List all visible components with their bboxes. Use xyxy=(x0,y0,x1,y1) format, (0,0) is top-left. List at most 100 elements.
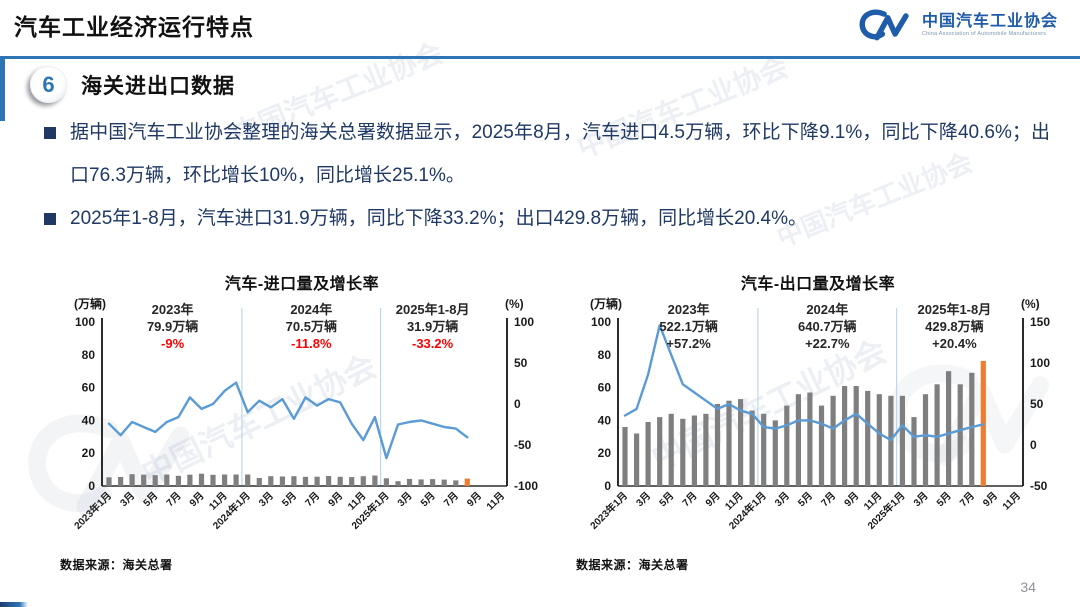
svg-text:3月: 3月 xyxy=(395,490,414,509)
svg-text:40: 40 xyxy=(82,413,96,427)
svg-text:7月: 7月 xyxy=(441,490,460,509)
svg-text:5月: 5月 xyxy=(657,490,676,509)
svg-text:9月: 9月 xyxy=(842,490,861,509)
svg-text:5月: 5月 xyxy=(796,490,815,509)
caam-logo: 中国汽车工业协会 China Association of Automobile… xyxy=(857,6,1058,44)
svg-text:60: 60 xyxy=(82,381,96,395)
svg-text:70.5万辆: 70.5万辆 xyxy=(286,319,337,334)
header-divider xyxy=(0,56,1080,59)
svg-text:3月: 3月 xyxy=(772,490,791,509)
svg-text:522.1万辆: 522.1万辆 xyxy=(659,319,718,334)
svg-text:79.9万辆: 79.9万辆 xyxy=(147,319,198,334)
svg-text:429.8万辆: 429.8万辆 xyxy=(925,319,984,334)
svg-text:80: 80 xyxy=(598,348,612,362)
svg-text:100: 100 xyxy=(75,315,95,329)
export-chart-source: 数据来源：海关总署 xyxy=(576,558,689,572)
svg-text:(万辆): (万辆) xyxy=(74,296,106,311)
import-chart: 汽车-进口量及增长率 100 80 60 40 20 0 100 50 0 -50 -100 (万辆)… xyxy=(52,270,552,573)
svg-text:-11.8%: -11.8% xyxy=(291,336,332,351)
svg-text:5月: 5月 xyxy=(934,490,953,509)
svg-text:0: 0 xyxy=(88,479,95,493)
import-chart-title: 汽车-进口量及增长率 xyxy=(224,276,380,293)
svg-text:(%): (%) xyxy=(505,297,524,311)
svg-text:3月: 3月 xyxy=(634,490,653,509)
svg-text:150: 150 xyxy=(1030,315,1050,329)
svg-text:50: 50 xyxy=(1030,397,1044,411)
svg-text:640.7万辆: 640.7万辆 xyxy=(798,319,857,334)
svg-text:9月: 9月 xyxy=(465,490,484,509)
svg-text:9月: 9月 xyxy=(187,490,206,509)
charts-row: 汽车-进口量及增长率 100 80 60 40 20 0 100 50 0 -50 -100 (万辆)… xyxy=(0,270,1080,573)
summary-bullets: 据中国汽车工业协会整理的海关总署数据显示，2025年8月，汽车进口4.5万辆，环… xyxy=(44,112,1050,240)
bullet-text: 2025年1-8月，汽车进口31.9万辆，同比下降33.2%；出口429.8万辆… xyxy=(70,207,808,229)
export-chart-title: 汽车-出口量及增长率 xyxy=(740,276,896,293)
svg-text:2023年1月: 2023年1月 xyxy=(71,489,114,532)
svg-text:7月: 7月 xyxy=(303,490,322,509)
caam-logo-icon xyxy=(859,9,909,41)
import-chart-plot: 100 80 60 40 20 0 100 50 0 -50 -100 (万辆) (%) 2023年 79.… xyxy=(52,296,552,554)
svg-text:2023年1月: 2023年1月 xyxy=(587,489,630,532)
export-chart-plot: 100 80 60 40 20 0 150 100 50 0 -50 (万辆) (%) 2023年 522.… xyxy=(568,296,1068,554)
page-title: 汽车工业经济运行特点 xyxy=(14,14,254,40)
svg-text:20: 20 xyxy=(598,446,612,460)
svg-text:(%): (%) xyxy=(1021,297,1040,311)
bottom-left-mark xyxy=(0,602,28,607)
slide-header: 汽车工业经济运行特点 中国汽车工业协会 China Association of… xyxy=(0,0,1080,57)
bullet-item: 2025年1-8月，汽车进口31.9万辆，同比下降33.2%；出口429.8万辆… xyxy=(44,198,1050,241)
svg-text:3月: 3月 xyxy=(911,490,930,509)
svg-text:(万辆): (万辆) xyxy=(590,296,622,311)
section-heading: 6 海关进出口数据 xyxy=(30,66,235,103)
svg-text:9月: 9月 xyxy=(703,490,722,509)
left-accent-bar xyxy=(0,59,5,121)
bullet-square-icon xyxy=(44,127,56,139)
page-number: 34 xyxy=(1020,579,1036,595)
svg-text:7月: 7月 xyxy=(819,490,838,509)
svg-text:2025年1-8月: 2025年1-8月 xyxy=(396,302,470,317)
svg-text:3月: 3月 xyxy=(256,490,275,509)
svg-text:+22.7%: +22.7% xyxy=(805,336,850,351)
bullet-text: 据中国汽车工业协会整理的海关总署数据显示，2025年8月，汽车进口4.5万辆，环… xyxy=(70,122,1050,186)
svg-text:100: 100 xyxy=(591,315,611,329)
svg-text:5月: 5月 xyxy=(141,490,160,509)
svg-text:0: 0 xyxy=(1030,438,1037,452)
export-chart: 汽车-出口量及增长率 100 80 60 40 20 0 150 100 50 0 -50 (万辆)(… xyxy=(568,270,1068,573)
logo-name-cn: 中国汽车工业协会 xyxy=(921,12,1058,30)
svg-text:+20.4%: +20.4% xyxy=(932,336,977,351)
section-number-badge: 6 xyxy=(30,66,67,103)
svg-text:5月: 5月 xyxy=(280,490,299,509)
svg-text:50: 50 xyxy=(514,356,528,370)
svg-text:9月: 9月 xyxy=(326,490,345,509)
section-title: 海关进出口数据 xyxy=(81,74,235,98)
svg-text:5月: 5月 xyxy=(418,490,437,509)
svg-text:40: 40 xyxy=(598,413,612,427)
svg-text:-9%: -9% xyxy=(161,336,185,351)
svg-text:2024年: 2024年 xyxy=(290,302,332,317)
svg-text:3月: 3月 xyxy=(118,490,137,509)
svg-text:+57.2%: +57.2% xyxy=(666,336,711,351)
svg-text:11月: 11月 xyxy=(484,490,507,513)
svg-text:-33.2%: -33.2% xyxy=(412,336,454,351)
svg-text:7月: 7月 xyxy=(957,490,976,509)
svg-text:2023年: 2023年 xyxy=(152,302,194,317)
bullet-item: 据中国汽车工业协会整理的海关总署数据显示，2025年8月，汽车进口4.5万辆，环… xyxy=(44,112,1050,198)
svg-text:2025年1-8月: 2025年1-8月 xyxy=(918,302,992,317)
svg-text:100: 100 xyxy=(1030,356,1050,370)
svg-text:9月: 9月 xyxy=(981,490,1000,509)
svg-text:11月: 11月 xyxy=(1000,490,1023,513)
svg-text:2023年: 2023年 xyxy=(668,302,710,317)
svg-text:60: 60 xyxy=(598,381,612,395)
svg-text:-50: -50 xyxy=(514,438,532,452)
svg-text:20: 20 xyxy=(82,446,96,460)
svg-text:-50: -50 xyxy=(1030,479,1048,493)
svg-text:7月: 7月 xyxy=(680,490,699,509)
svg-text:0: 0 xyxy=(604,479,611,493)
logo-name-en: China Association of Automobile Manufact… xyxy=(921,31,1047,38)
import-chart-source: 数据来源：海关总署 xyxy=(60,558,173,572)
svg-text:100: 100 xyxy=(514,315,534,329)
svg-text:31.9万辆: 31.9万辆 xyxy=(407,319,458,334)
bullet-square-icon xyxy=(44,212,56,225)
svg-text:-100: -100 xyxy=(514,479,538,493)
svg-text:0: 0 xyxy=(514,397,521,411)
svg-text:7月: 7月 xyxy=(164,490,183,509)
svg-text:80: 80 xyxy=(82,348,96,362)
